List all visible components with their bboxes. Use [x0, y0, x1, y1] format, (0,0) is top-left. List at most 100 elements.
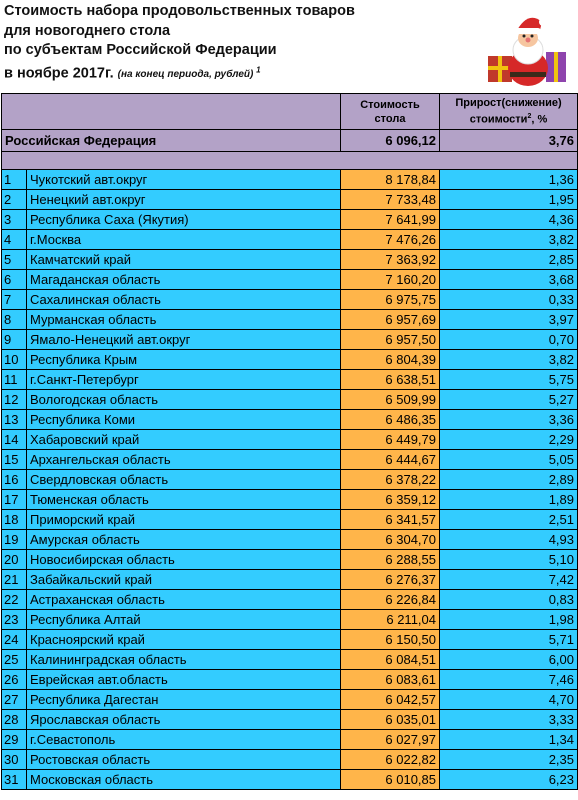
region-name: Камчатский край: [26, 249, 341, 270]
region-growth: 0,83: [439, 589, 578, 610]
spacer-row: [1, 151, 578, 170]
table-row: 31 Московская область 6 010,85 6,23: [1, 769, 578, 790]
row-number: 15: [1, 449, 27, 470]
region-growth: 0,33: [439, 289, 578, 310]
header-growth-label: Прирост(снижение) стоимости: [455, 97, 562, 126]
title-note: (на конец периода, рублей) 1: [118, 66, 261, 80]
table-row: 30 Ростовская область 6 022,82 2,35: [1, 749, 578, 770]
row-number: 18: [1, 509, 27, 530]
region-cost: 6 027,97: [340, 729, 440, 750]
table-row: 27 Республика Дагестан 6 042,57 4,70: [1, 689, 578, 710]
region-growth: 3,82: [439, 349, 578, 370]
region-cost: 7 160,20: [340, 269, 440, 290]
row-number: 25: [1, 649, 27, 670]
title-line-3: по субъектам Российской Федерации: [4, 42, 277, 58]
region-cost: 6 276,37: [340, 569, 440, 590]
table-row: 25 Калининградская область 6 084,51 6,00: [1, 649, 578, 670]
federation-name: Российская Федерация: [1, 129, 341, 152]
region-growth: 2,89: [439, 469, 578, 490]
row-number: 2: [1, 189, 27, 210]
region-growth: 7,46: [439, 669, 578, 690]
region-growth: 0,70: [439, 329, 578, 350]
region-cost: 6 359,12: [340, 489, 440, 510]
title-line-2: для новогоднего стола: [4, 22, 171, 39]
row-number: 14: [1, 429, 27, 450]
table-row: 3 Республика Саха (Якутия) 7 641,99 4,36: [1, 209, 578, 230]
table-header-row: Стоимость стола Прирост(снижение) стоимо…: [1, 93, 578, 130]
region-cost: 6 486,35: [340, 409, 440, 430]
region-name: Сахалинская область: [26, 289, 341, 310]
region-cost: 7 476,26: [340, 229, 440, 250]
region-growth: 3,97: [439, 309, 578, 330]
region-growth: 5,10: [439, 549, 578, 570]
region-cost: 6 083,61: [340, 669, 440, 690]
federation-cost: 6 096,12: [340, 129, 440, 152]
region-growth: 6,00: [439, 649, 578, 670]
row-number: 31: [1, 769, 27, 790]
region-name: Калининградская область: [26, 649, 341, 670]
table-row: 6 Магаданская область 7 160,20 3,68: [1, 269, 578, 290]
row-number: 1: [1, 169, 27, 190]
table-row: 5 Камчатский край 7 363,92 2,85: [1, 249, 578, 270]
region-cost: 6 288,55: [340, 549, 440, 570]
region-name: Красноярский край: [26, 629, 341, 650]
row-number: 27: [1, 689, 27, 710]
row-number: 7: [1, 289, 27, 310]
region-name: Астраханская область: [26, 589, 341, 610]
header-blank-cell: [1, 93, 341, 130]
region-growth: 1,34: [439, 729, 578, 750]
region-name: Еврейская авт.область: [26, 669, 341, 690]
region-name: Новосибирская область: [26, 549, 341, 570]
santa-claus-icon: [488, 17, 566, 86]
table-row: 28 Ярославская область 6 035,01 3,33: [1, 709, 578, 730]
region-name: Забайкальский край: [26, 569, 341, 590]
region-name: Ростовская область: [26, 749, 341, 770]
table-row: 16 Свердловская область 6 378,22 2,89: [1, 469, 578, 490]
region-cost: 6 341,57: [340, 509, 440, 530]
region-growth: 2,85: [439, 249, 578, 270]
region-growth: 6,23: [439, 769, 578, 790]
region-name: Республика Крым: [26, 349, 341, 370]
table-row: 1 Чукотский авт.округ 8 178,84 1,36: [1, 169, 578, 190]
row-number: 6: [1, 269, 27, 290]
region-cost: 6 975,75: [340, 289, 440, 310]
region-cost: 8 178,84: [340, 169, 440, 190]
header-growth: Прирост(снижение) стоимости2, %: [439, 93, 578, 130]
region-name: Мурманская область: [26, 309, 341, 330]
region-name: г.Санкт-Петербург: [26, 369, 341, 390]
header-growth-unit: , %: [531, 113, 548, 126]
region-name: Архангельская область: [26, 449, 341, 470]
row-number: 10: [1, 349, 27, 370]
row-number: 20: [1, 549, 27, 570]
region-name: г.Севастополь: [26, 729, 341, 750]
region-cost: 6 304,70: [340, 529, 440, 550]
region-cost: 6 957,69: [340, 309, 440, 330]
region-name: Республика Коми: [26, 409, 341, 430]
region-name: Республика Дагестан: [26, 689, 341, 710]
region-name: Вологодская область: [26, 389, 341, 410]
region-growth: 1,98: [439, 609, 578, 630]
table-row: 10 Республика Крым 6 804,39 3,82: [1, 349, 578, 370]
region-name: Ямало-Ненецкий авт.округ: [26, 329, 341, 350]
region-cost: 6 638,51: [340, 369, 440, 390]
row-number: 5: [1, 249, 27, 270]
table-row: 12 Вологодская область 6 509,99 5,27: [1, 389, 578, 410]
table-row: 13 Республика Коми 6 486,35 3,36: [1, 409, 578, 430]
region-cost: 6 084,51: [340, 649, 440, 670]
region-cost: 7 733,48: [340, 189, 440, 210]
region-cost: 6 449,79: [340, 429, 440, 450]
region-cost: 6 150,50: [340, 629, 440, 650]
region-cost: 6 226,84: [340, 589, 440, 610]
region-name: Магаданская область: [26, 269, 341, 290]
federation-growth: 3,76: [439, 129, 578, 152]
row-number: 28: [1, 709, 27, 730]
region-cost: 6 444,67: [340, 449, 440, 470]
row-number: 4: [1, 229, 27, 250]
region-growth: 5,05: [439, 449, 578, 470]
region-cost: 6 957,50: [340, 329, 440, 350]
region-cost: 6 509,99: [340, 389, 440, 410]
row-number: 23: [1, 609, 27, 630]
region-cost: 6 804,39: [340, 349, 440, 370]
table-row: 24 Красноярский край 6 150,50 5,71: [1, 629, 578, 650]
table-row: 22 Астраханская область 6 226,84 0,83: [1, 589, 578, 610]
